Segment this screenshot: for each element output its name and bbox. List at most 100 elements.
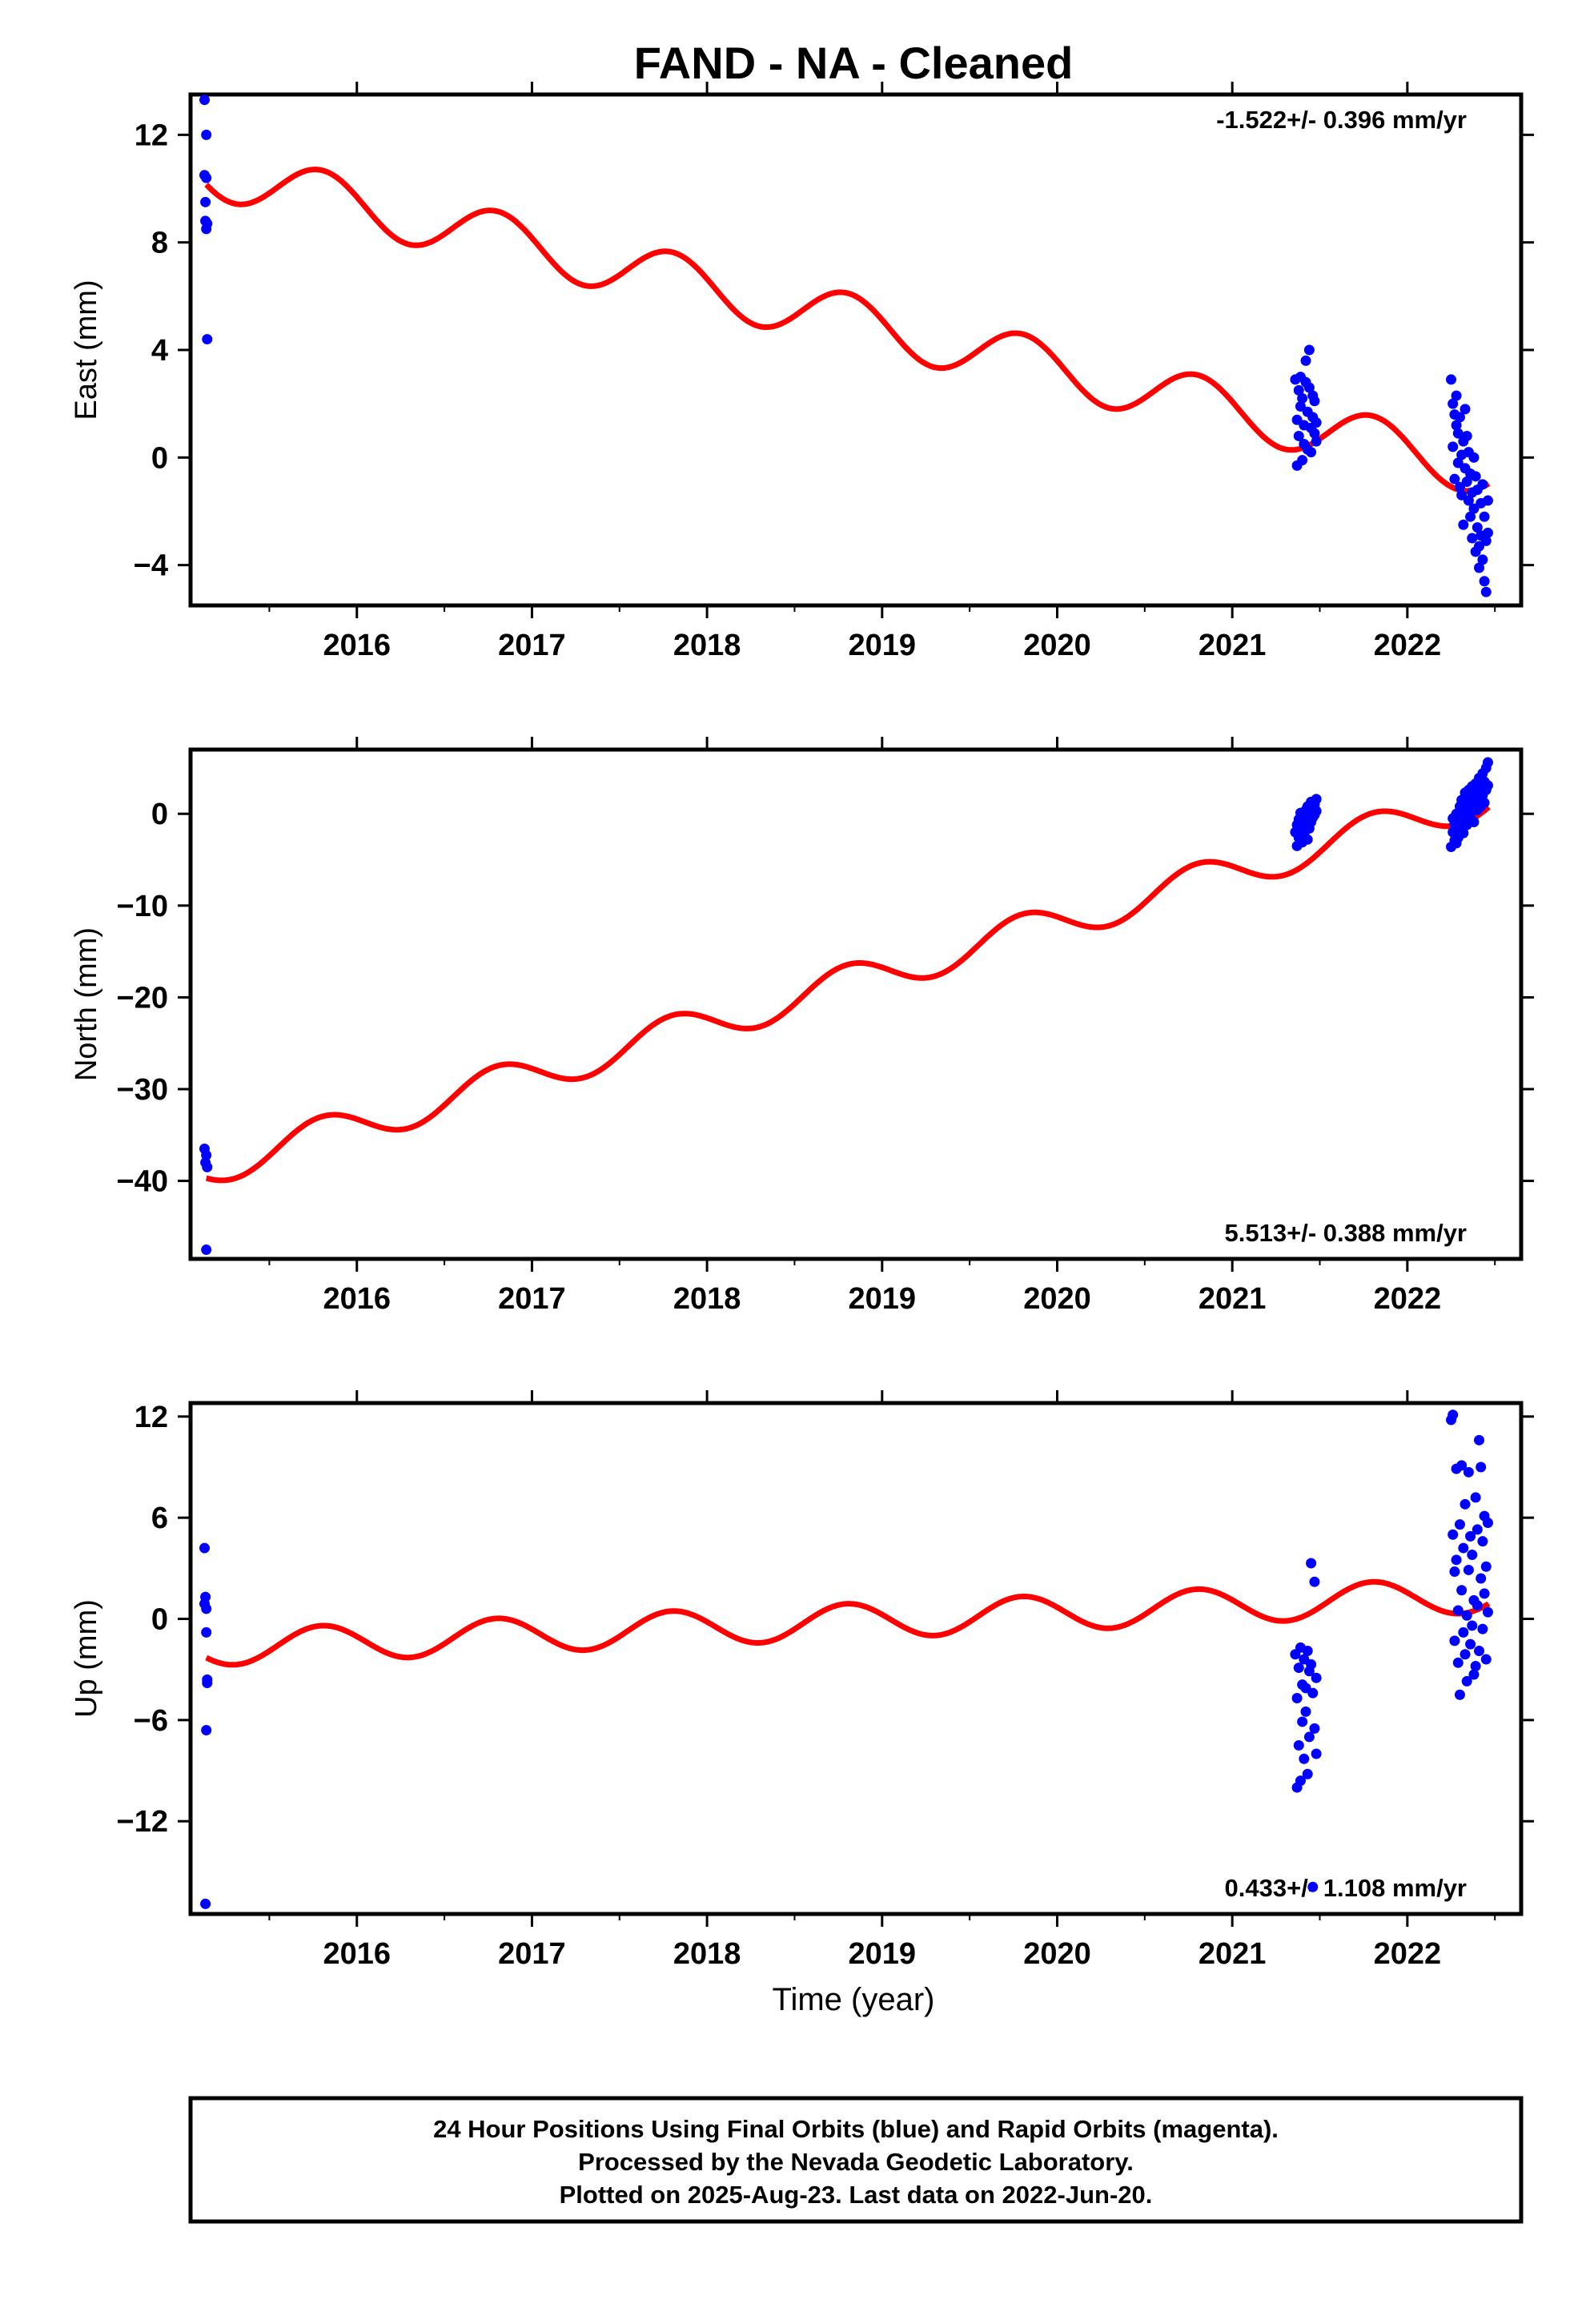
east-data-point <box>1472 522 1483 533</box>
east-data-point <box>1293 430 1304 441</box>
up-data-point <box>1452 1657 1464 1668</box>
up-data-point <box>1309 1576 1320 1587</box>
up-data-point <box>1311 1748 1322 1759</box>
east-data-point <box>1458 519 1469 530</box>
up-data-point <box>1482 1517 1493 1528</box>
up-data-point <box>1463 1466 1474 1478</box>
x-tick-label: 2022 <box>1374 629 1442 662</box>
x-tick-label: 2020 <box>1023 1937 1091 1971</box>
up-data-point <box>201 1724 212 1735</box>
north-y-axis-label: North (mm) <box>70 927 103 1081</box>
east-data-point <box>1447 441 1459 452</box>
y-tick-label: 4 <box>151 334 168 368</box>
east-data-point <box>1309 428 1320 439</box>
up-data-point <box>1293 1663 1304 1674</box>
up-data-point <box>1447 1529 1459 1540</box>
y-tick-label: 12 <box>135 1401 168 1434</box>
up-frame <box>188 1401 1524 1916</box>
east-data-point <box>1479 576 1490 587</box>
up-data-point <box>1460 1498 1471 1510</box>
north-model-fit-line <box>204 805 1491 1184</box>
up-model-fit-line <box>204 1578 1491 1668</box>
up-data-point <box>1307 1687 1319 1699</box>
east-rate-label: -1.522+/- 0.396 mm/yr <box>1216 106 1467 134</box>
east-data-point <box>1461 476 1472 488</box>
up-data-point <box>1468 1669 1480 1680</box>
x-tick-label: 2018 <box>673 629 741 662</box>
up-data-point <box>1476 1573 1487 1584</box>
up-data-point <box>1451 1554 1462 1566</box>
east-data-point <box>1468 452 1480 463</box>
y-tick-label: −40 <box>117 1165 168 1199</box>
east-data-point <box>1454 412 1465 423</box>
up-data-point <box>1476 1462 1487 1473</box>
east-frame <box>188 92 1524 608</box>
east-data-point <box>1463 495 1474 506</box>
up-data-point <box>1463 1564 1474 1575</box>
up-data-point <box>1456 1460 1468 1471</box>
x-tick-label: 2017 <box>498 629 566 662</box>
x-tick-label: 2019 <box>849 629 917 662</box>
up-rate-label: 0.433+/- 1.108 mm/yr <box>1225 1874 1467 1902</box>
x-tick-label: 2017 <box>498 1937 566 1971</box>
up-data-point <box>1295 1775 1306 1787</box>
up-data-point <box>1307 1881 1319 1892</box>
up-data-point <box>1458 1626 1469 1638</box>
up-data-point <box>199 1542 210 1554</box>
east-y-axis-label: East (mm) <box>70 279 103 420</box>
east-data-point <box>1297 392 1308 404</box>
y-tick-label: 0 <box>151 1603 168 1637</box>
x-tick-label: 2020 <box>1023 1282 1091 1316</box>
east-data-point <box>1303 344 1315 356</box>
up-data-point <box>1461 1610 1472 1621</box>
up-data-point <box>1456 1585 1468 1596</box>
y-tick-label: −30 <box>117 1073 168 1107</box>
up-data-point <box>1460 1649 1471 1660</box>
up-data-point <box>1480 1654 1492 1665</box>
east-data-point <box>1449 473 1460 485</box>
up-data-point <box>1300 1706 1311 1717</box>
x-tick-label: 2017 <box>498 1282 566 1316</box>
north-frame <box>188 747 1524 1261</box>
up-data-point <box>1449 1566 1460 1578</box>
x-tick-label: 2021 <box>1199 1282 1267 1316</box>
y-tick-label: 8 <box>151 227 168 260</box>
east-data-point <box>1451 420 1462 431</box>
north-rate-label: 5.513+/- 0.388 mm/yr <box>1225 1219 1467 1247</box>
up-data-point <box>1467 1550 1478 1561</box>
x-tick-label: 2019 <box>849 1937 917 1971</box>
y-tick-label: −10 <box>117 890 168 923</box>
y-tick-label: 6 <box>151 1502 168 1535</box>
east-data-point <box>1446 374 1457 385</box>
up-data-point <box>201 1626 212 1638</box>
east-data-point <box>1311 417 1322 428</box>
east-data-point <box>201 172 212 183</box>
up-data-point <box>1297 1716 1308 1727</box>
x-tick-label: 2021 <box>1199 1937 1267 1971</box>
east-data-point <box>1482 495 1493 506</box>
east-data-point <box>1452 428 1464 439</box>
up-y-axis-label: Up (mm) <box>70 1599 103 1718</box>
y-tick-label: 0 <box>151 441 168 475</box>
x-tick-label: 2020 <box>1023 629 1091 662</box>
up-data-point <box>1449 1635 1460 1647</box>
east-data-point <box>1465 511 1476 522</box>
north-data-point <box>1468 817 1480 828</box>
up-data-point <box>1302 1646 1313 1657</box>
x-tick-label: 2021 <box>1199 629 1267 662</box>
east-data-point <box>202 334 213 345</box>
up-data-point <box>1291 1692 1303 1703</box>
x-tick-label: 2016 <box>323 629 391 662</box>
y-tick-label: −6 <box>134 1704 168 1738</box>
up-data-point <box>1454 1689 1465 1700</box>
up-data-point <box>1299 1753 1310 1764</box>
east-data-point <box>1297 455 1308 466</box>
east-data-point <box>1479 511 1490 522</box>
up-data-point <box>1474 1646 1485 1657</box>
up-data-point <box>1465 1638 1476 1650</box>
up-data-point <box>1465 1530 1476 1542</box>
east-data-point <box>1467 533 1478 544</box>
up-data-point <box>1454 1519 1465 1530</box>
x-axis-label: Time (year) <box>773 1982 935 2017</box>
